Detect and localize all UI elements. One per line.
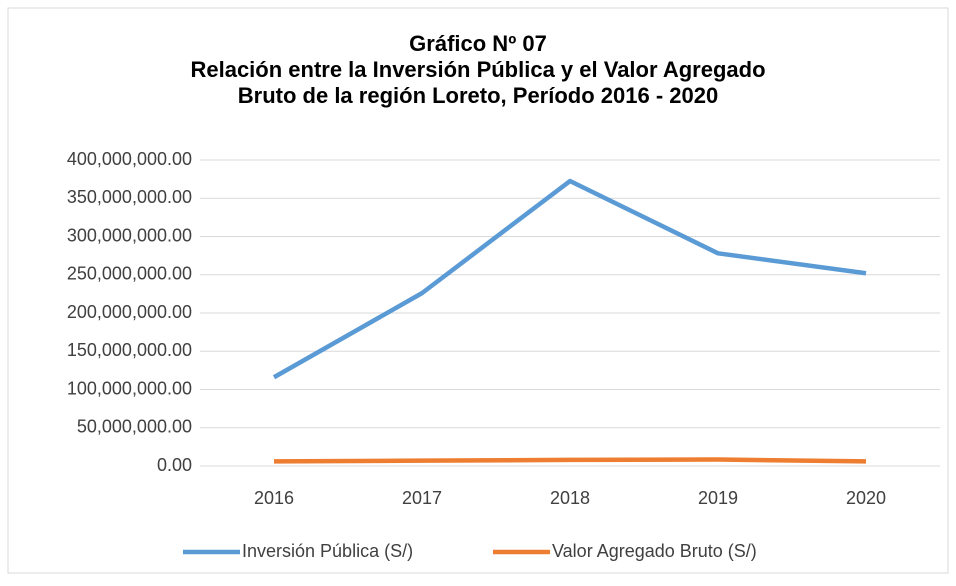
y-tick-label: 350,000,000.00 [67,187,192,207]
y-tick-label: 150,000,000.00 [67,340,192,360]
y-tick-label: 200,000,000.00 [67,302,192,322]
series-line [273,457,867,464]
y-tick-label: 250,000,000.00 [67,264,192,284]
y-tick-label: 300,000,000.00 [67,225,192,245]
y-tick-label: 400,000,000.00 [67,149,192,169]
x-tick-label: 2019 [698,488,738,508]
x-tick-label: 2016 [254,488,294,508]
series-line [272,178,867,380]
chart-border [7,7,949,574]
legend-label: Inversión Pública (S/) [242,541,413,561]
x-tick-label: 2018 [550,488,590,508]
chart-title: Gráfico Nº 07 [409,31,547,56]
chart-title: Bruto de la región Loreto, Período 2016 … [238,83,718,108]
x-tick-label: 2017 [402,488,442,508]
y-tick-label: 50,000,000.00 [77,417,192,437]
y-tick-label: 100,000,000.00 [67,378,192,398]
y-tick-label: 0.00 [157,455,192,475]
chart-title: Relación entre la Inversión Pública y el… [190,57,765,82]
legend-label: Valor Agregado Bruto (S/) [552,541,757,561]
x-tick-label: 2020 [846,488,886,508]
